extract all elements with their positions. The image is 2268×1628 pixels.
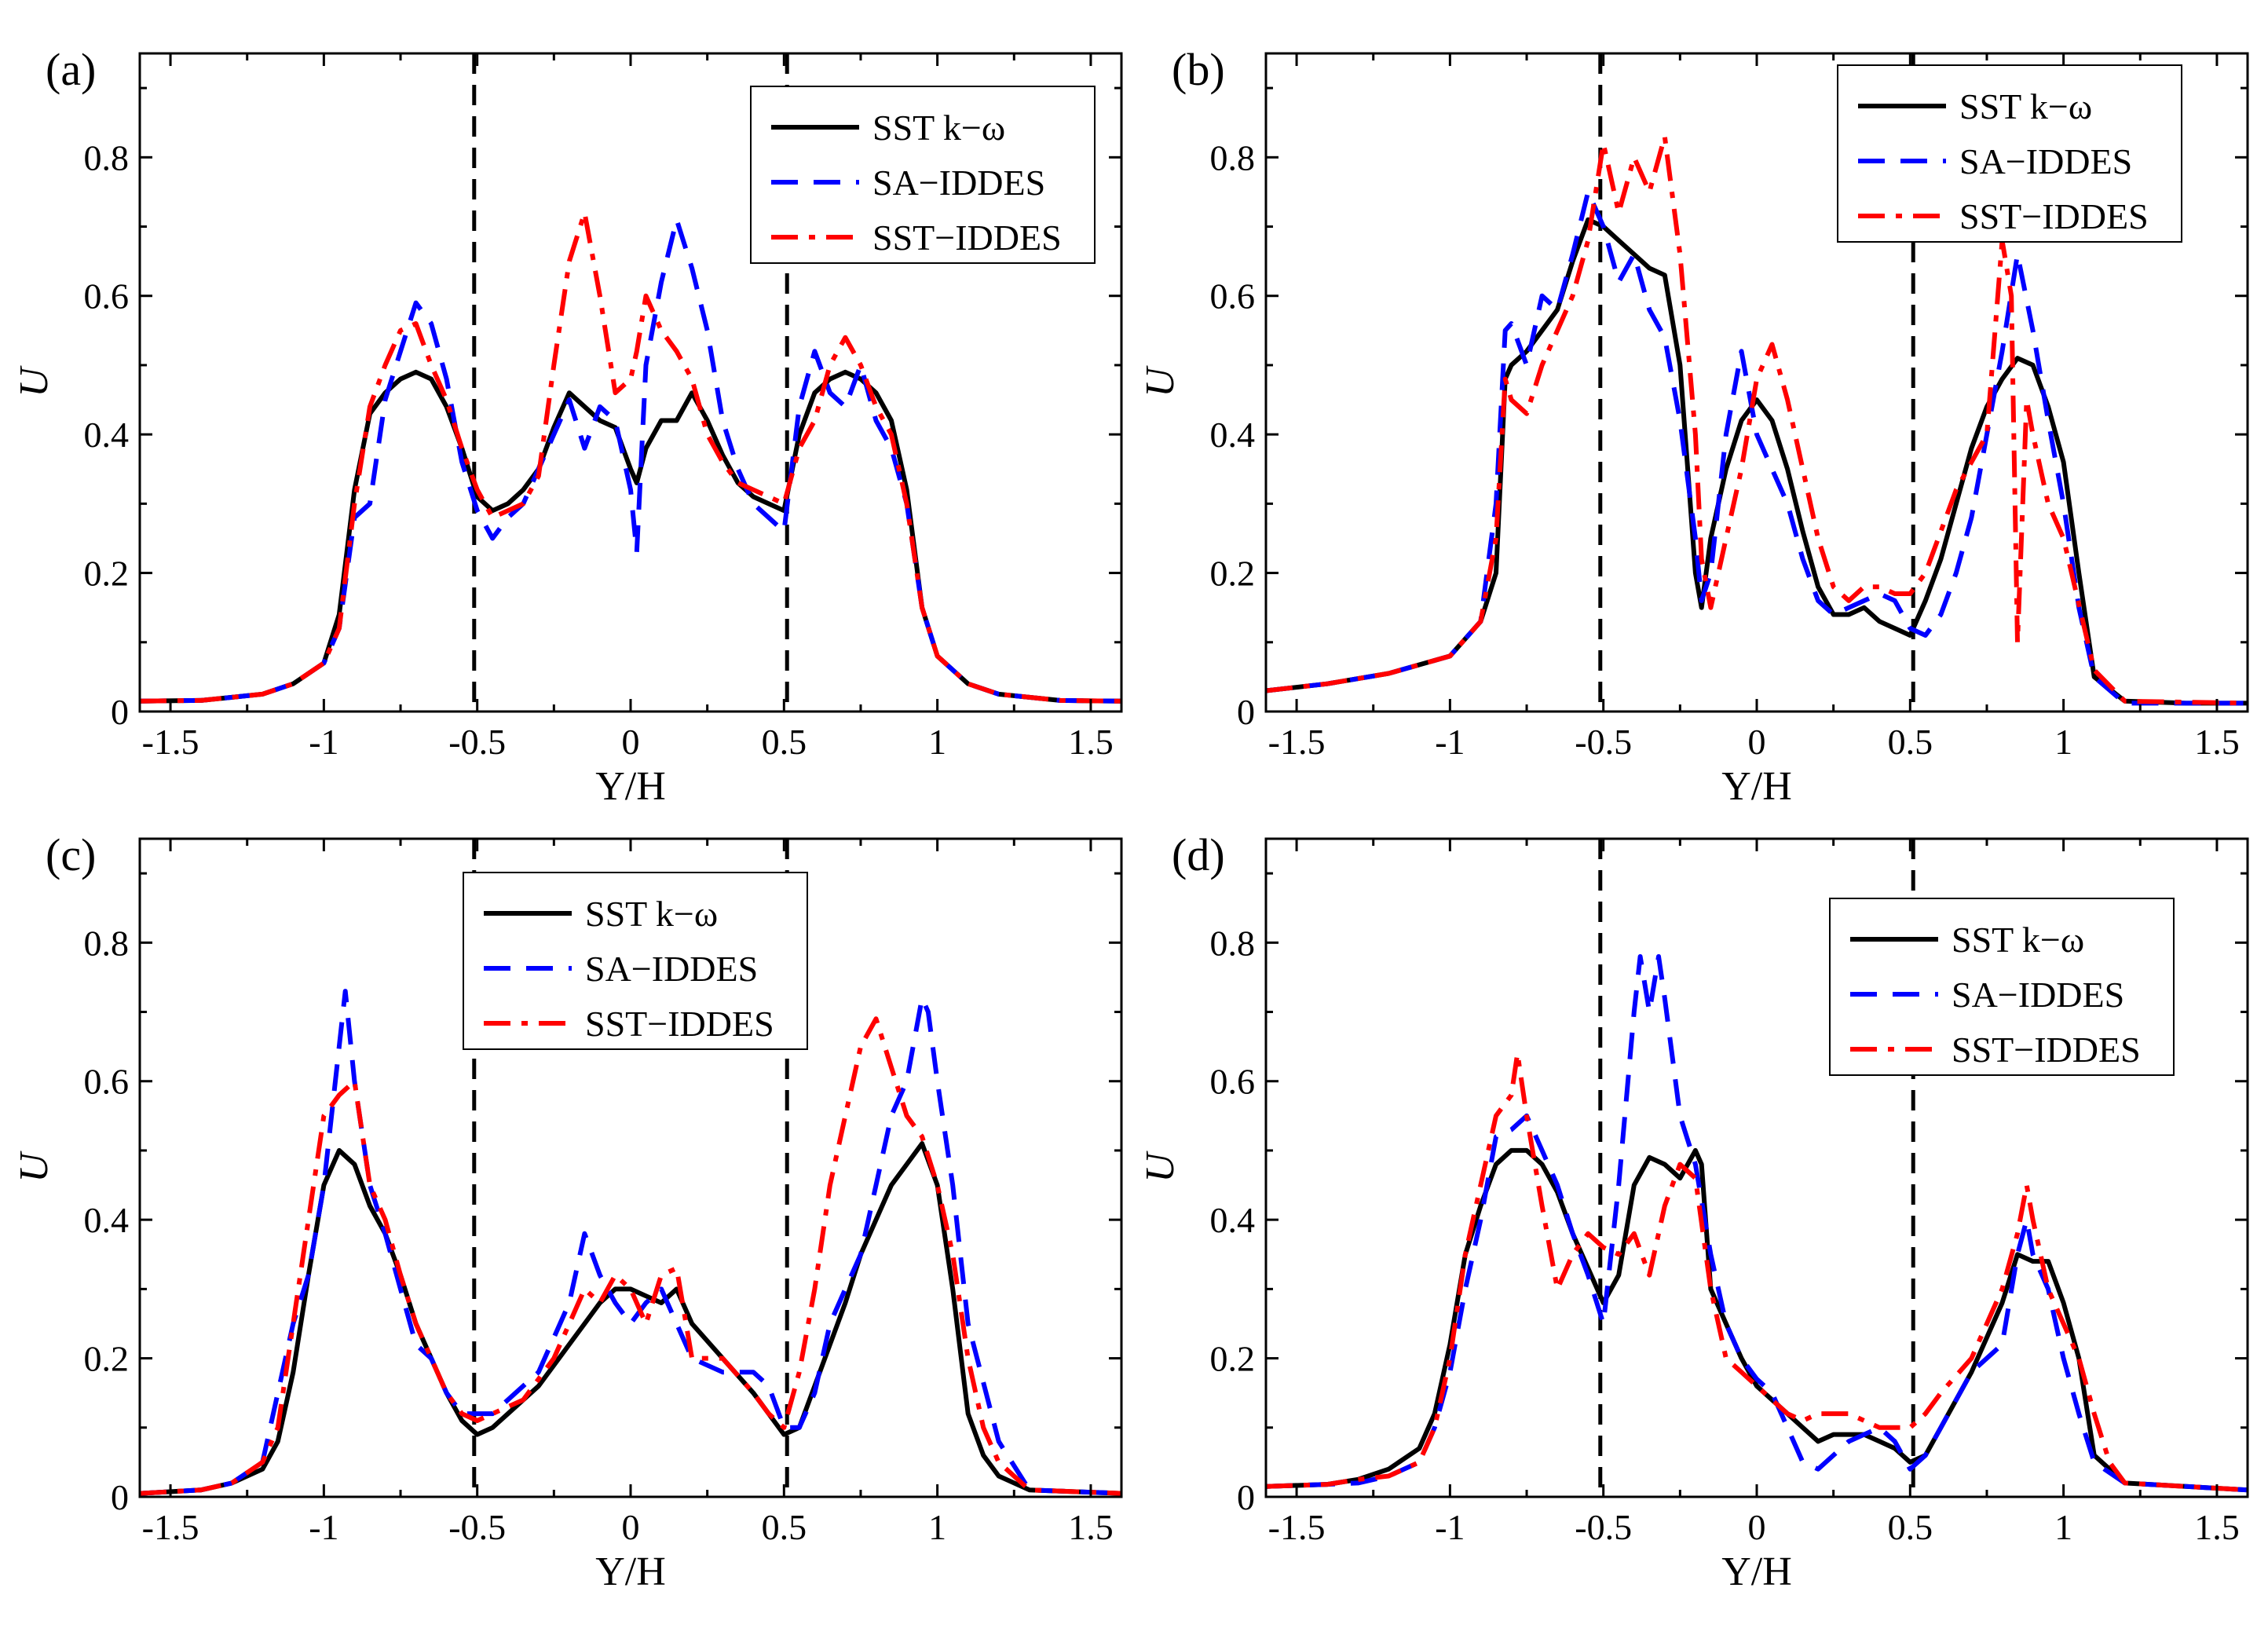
series-line-sst_kw <box>140 1141 1121 1496</box>
legend-label-sa_iddes: SA−IDDES <box>1959 141 2132 181</box>
y-axis-label: U <box>1138 365 1183 397</box>
legend-label-sst_kw: SST k−ω <box>1959 86 2092 126</box>
y-tick-label: 0.4 <box>1210 415 1256 455</box>
legend: SST k−ω SA−IDDES SST−IDDES <box>1829 898 2175 1076</box>
y-axis-label: U <box>1138 1151 1183 1183</box>
x-tick-label: 1 <box>2054 722 2072 762</box>
series-line-sst_iddes <box>140 1016 1121 1496</box>
legend: SST k−ω SA−IDDES SST−IDDES <box>750 86 1096 264</box>
x-axis-label: Y/H <box>1721 1549 1792 1594</box>
legend-box <box>1837 64 2182 243</box>
legend-box <box>463 872 808 1050</box>
legend-label-sa_iddes: SA−IDDES <box>585 949 758 989</box>
series-line-sa_iddes <box>1266 954 2248 1493</box>
x-tick-label: -0.5 <box>448 722 506 762</box>
x-tick-label: -1.5 <box>142 722 199 762</box>
y-tick-label: 0 <box>1237 692 1255 732</box>
chart-panel-1: -1.5 -1 -0.5 0 0.5 1 1.5 0 0.2 0.4 0.6 0.8 Y/H U (a) SS… <box>12 44 1123 809</box>
legend-label-sst_iddes: SST−IDDES <box>585 1004 774 1044</box>
legend: SST k−ω SA−IDDES SST−IDDES <box>463 872 808 1050</box>
x-tick-label: -1 <box>1435 722 1465 762</box>
y-tick-label: 0.2 <box>1210 554 1256 594</box>
x-tick-label: 0 <box>622 1507 640 1547</box>
panel-label: (c) <box>46 829 96 880</box>
series-line-sst_iddes <box>1266 1051 2248 1493</box>
series-line-sst_kw <box>1266 1147 2248 1493</box>
y-tick-label: 0 <box>111 1477 129 1517</box>
chart-panel-2: -1.5 -1 -0.5 0 0.5 1 1.5 0 0.2 0.4 0.6 0.8 Y/H U (b) SS… <box>1138 44 2249 809</box>
y-tick-label: 0.4 <box>84 415 130 455</box>
x-tick-label: 0.5 <box>762 1507 807 1547</box>
legend-box <box>1829 898 2175 1076</box>
chart-panel-3: -1.5 -1 -0.5 0 0.5 1 1.5 0 0.2 0.4 0.6 0.8 Y/H U (c) SS… <box>12 829 1123 1594</box>
x-tick-label: -0.5 <box>1575 1507 1632 1547</box>
x-tick-label: 0 <box>1748 1507 1766 1547</box>
series-line-sst_iddes <box>1266 134 2248 706</box>
legend-label-sst_iddes: SST−IDDES <box>1959 196 2149 236</box>
legend-label-sst_kw: SST k−ω <box>872 108 1005 148</box>
x-tick-label: 0 <box>622 722 640 762</box>
x-axis-label: Y/H <box>1721 764 1792 809</box>
x-axis-label: Y/H <box>595 764 666 809</box>
series-line-sa_iddes <box>1266 189 2248 706</box>
series-line-sst_iddes <box>140 210 1121 704</box>
x-axis-label: Y/H <box>595 1549 666 1594</box>
legend-label-sa_iddes: SA−IDDES <box>872 163 1045 203</box>
series-line-sst_kw <box>1266 217 2248 706</box>
panel-label: (b) <box>1172 44 1225 95</box>
x-tick-label: 1.5 <box>2194 722 2240 762</box>
y-tick-label: 0.6 <box>84 1062 130 1102</box>
legend-label-sa_iddes: SA−IDDES <box>1952 975 2124 1015</box>
y-tick-label: 0.2 <box>1210 1339 1256 1379</box>
y-tick-label: 0.2 <box>84 1339 130 1379</box>
series-line-sa_iddes <box>140 217 1121 704</box>
x-tick-label: -1 <box>309 722 338 762</box>
series-line-sa_iddes <box>140 989 1121 1496</box>
panel-label: (d) <box>1172 829 1225 880</box>
y-tick-label: 0.6 <box>1210 276 1256 316</box>
legend-label-sst_iddes: SST−IDDES <box>1952 1030 2141 1070</box>
legend-box <box>750 86 1096 264</box>
y-tick-label: 0.4 <box>84 1200 130 1240</box>
y-tick-label: 0.8 <box>1210 923 1256 963</box>
x-tick-label: -1 <box>1435 1507 1465 1547</box>
legend-label-sst_iddes: SST−IDDES <box>872 218 1062 258</box>
x-tick-label: 1.5 <box>2194 1507 2240 1547</box>
x-tick-label: 1 <box>928 1507 946 1547</box>
y-tick-label: 0 <box>1237 1477 1255 1517</box>
y-tick-label: 0.2 <box>84 554 130 594</box>
x-tick-label: 1 <box>928 722 946 762</box>
y-tick-label: 0.8 <box>84 137 130 177</box>
x-tick-label: 0.5 <box>762 722 807 762</box>
x-tick-label: 0.5 <box>1888 722 1933 762</box>
x-tick-label: -1 <box>309 1507 338 1547</box>
y-tick-label: 0.6 <box>84 276 130 316</box>
x-tick-label: -0.5 <box>1575 722 1632 762</box>
x-tick-label: 0.5 <box>1888 1507 1933 1547</box>
panel-label: (a) <box>46 44 96 95</box>
x-tick-label: -0.5 <box>448 1507 506 1547</box>
x-tick-label: -1.5 <box>1268 722 1326 762</box>
x-tick-label: 1.5 <box>1068 1507 1114 1547</box>
x-tick-label: 1 <box>2054 1507 2072 1547</box>
y-tick-label: 0.4 <box>1210 1200 1256 1240</box>
x-tick-label: -1.5 <box>1268 1507 1326 1547</box>
chart-panel-4: -1.5 -1 -0.5 0 0.5 1 1.5 0 0.2 0.4 0.6 0.8 Y/H U (d) SS… <box>1138 829 2249 1594</box>
series-line-sst_kw <box>140 369 1121 704</box>
y-tick-label: 0 <box>111 692 129 732</box>
y-axis-label: U <box>12 1151 57 1183</box>
y-tick-label: 0.8 <box>84 923 130 963</box>
legend-label-sst_kw: SST k−ω <box>1952 920 2084 960</box>
x-tick-label: 0 <box>1748 722 1766 762</box>
y-axis-label: U <box>12 365 57 397</box>
y-tick-label: 0.8 <box>1210 137 1256 177</box>
legend-label-sst_kw: SST k−ω <box>585 894 718 934</box>
x-tick-label: -1.5 <box>142 1507 199 1547</box>
x-tick-label: 1.5 <box>1068 722 1114 762</box>
legend: SST k−ω SA−IDDES SST−IDDES <box>1837 64 2182 243</box>
y-tick-label: 0.6 <box>1210 1062 1256 1102</box>
